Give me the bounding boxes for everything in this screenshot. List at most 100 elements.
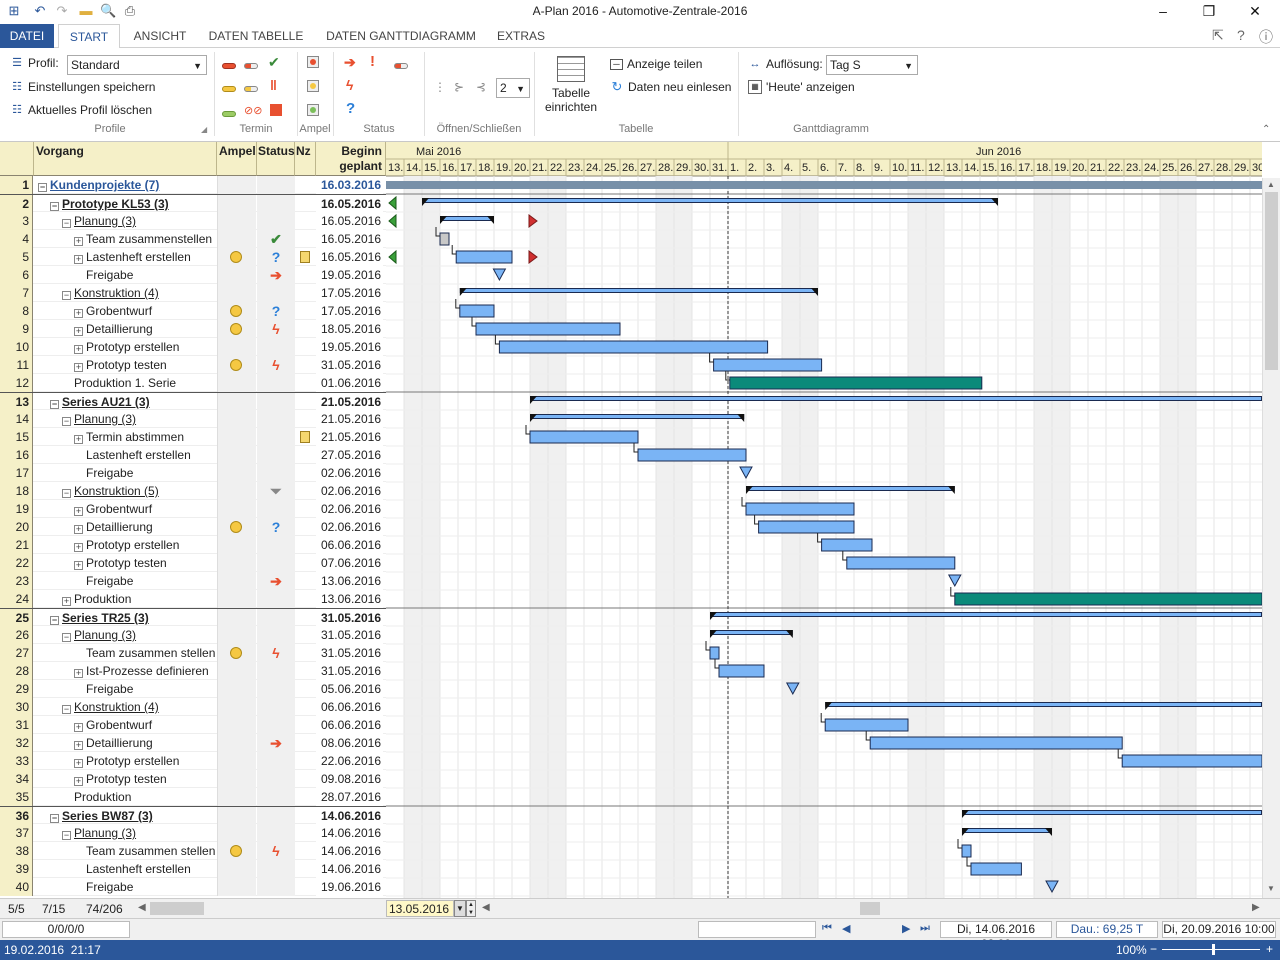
ampel-cell[interactable] [217, 554, 256, 572]
beginn-date[interactable]: 05.06.2016 [316, 680, 383, 698]
date-spinner-icon[interactable]: ▲ ▼ [466, 900, 476, 917]
termin-green-button[interactable] [222, 106, 236, 120]
table-row[interactable]: 16 Lastenheft erstellen 27.05.2016 [0, 446, 386, 464]
collapse-icon[interactable]: − [62, 704, 71, 714]
ampel-cell[interactable] [217, 788, 256, 806]
ampel-cell[interactable] [217, 266, 256, 284]
beginn-date[interactable]: 02.06.2016 [316, 464, 383, 482]
scroll-down-icon[interactable]: ▼ [1267, 884, 1275, 893]
row-number[interactable]: 25 [0, 609, 33, 627]
table-row[interactable]: 29 Freigabe 05.06.2016 [0, 680, 386, 698]
task-bar[interactable] [821, 538, 873, 552]
table-row[interactable]: 37− Planung (3) 14.06.2016 [0, 824, 386, 842]
note-cell[interactable] [295, 320, 315, 338]
note-cell[interactable] [295, 176, 315, 194]
status-cell[interactable]: ✔ [257, 230, 295, 248]
zoom-out-icon[interactable]: − [1150, 942, 1158, 956]
status-cell[interactable]: ϟ [257, 320, 295, 338]
row-number[interactable]: 20 [0, 518, 33, 536]
beginn-date[interactable]: 17.05.2016 [316, 302, 383, 320]
beginn-date[interactable]: 02.06.2016 [316, 518, 383, 536]
task-name-cell[interactable]: − Planung (3) [34, 212, 216, 230]
ampel-cell[interactable] [217, 284, 256, 302]
row-number[interactable]: 1 [0, 176, 33, 194]
daten-neu-button[interactable]: ↻ Daten neu einlesen [610, 80, 732, 95]
ampel-cell[interactable] [217, 752, 256, 770]
collapse-icon[interactable]: − [62, 218, 71, 228]
task-bar[interactable] [709, 646, 720, 660]
table-row[interactable]: 5 + Lastenheft erstellen? 16.05.2016 [0, 248, 386, 266]
row-number[interactable]: 24 [0, 590, 33, 608]
beginn-date[interactable]: 06.06.2016 [316, 536, 383, 554]
row-number[interactable]: 19 [0, 500, 33, 518]
next-icon[interactable]: ▶ [902, 923, 911, 935]
row-number[interactable]: 37 [0, 824, 33, 842]
beginn-date[interactable]: 02.06.2016 [316, 482, 383, 500]
help-icon[interactable]: ? [1237, 27, 1245, 43]
status-cell[interactable] [257, 770, 295, 788]
collapse-icon[interactable]: − [62, 416, 71, 426]
note-cell[interactable] [295, 842, 315, 860]
level-combo[interactable]: 2 ▼ [496, 78, 530, 98]
task-name-cell[interactable]: + Detaillierung [34, 320, 216, 338]
task-name-cell[interactable]: + Ist-Prozesse definieren [34, 662, 216, 680]
status-cell[interactable] [257, 824, 295, 842]
status-cell[interactable] [257, 716, 295, 734]
scroll-thumb[interactable] [1265, 192, 1278, 370]
expand-level-3-icon[interactable]: ⊰ [476, 80, 487, 94]
task-bar[interactable] [637, 448, 747, 462]
close-button[interactable]: ✕ [1249, 3, 1261, 19]
beginn-date[interactable]: 14.06.2016 [316, 842, 383, 860]
note-cell[interactable] [295, 878, 315, 896]
beginn-date[interactable]: 21.05.2016 [316, 393, 383, 411]
status-cell[interactable] [257, 860, 295, 878]
termin-yellow-button[interactable] [222, 81, 236, 95]
column-header-vorgang[interactable]: Vorgang [34, 142, 217, 176]
beginn-date[interactable]: 13.06.2016 [316, 572, 383, 590]
task-name-cell[interactable]: + Prototyp testen [34, 770, 216, 788]
task-bar[interactable] [713, 358, 823, 372]
task-bar[interactable] [745, 502, 855, 516]
task-name-cell[interactable]: Team zusammen stellen [34, 842, 216, 860]
row-number[interactable]: 22 [0, 554, 33, 572]
ampel-cell[interactable] [217, 393, 256, 411]
date-picker-icon[interactable]: ▼ [454, 900, 466, 917]
ampel-cell[interactable] [217, 609, 256, 627]
row-number[interactable]: 40 [0, 878, 33, 896]
task-name-cell[interactable]: Team zusammen stellen [34, 644, 216, 662]
note-cell[interactable] [295, 518, 315, 536]
tab-start[interactable]: START [58, 24, 120, 49]
note-cell[interactable] [295, 716, 315, 734]
expand-icon[interactable]: + [74, 542, 83, 552]
status-cell[interactable] [257, 500, 295, 518]
task-name-cell[interactable]: Produktion [34, 788, 216, 806]
bolt-icon[interactable]: ϟ [346, 77, 354, 93]
ampel-cell[interactable] [217, 302, 256, 320]
task-name-cell[interactable]: Produktion 1. Serie [34, 374, 216, 392]
task-name-cell[interactable]: + Prototyp erstellen [34, 752, 216, 770]
ampel-cell[interactable] [217, 807, 256, 825]
first-page-icon[interactable]: ⏮ [822, 922, 832, 934]
table-row[interactable]: 25− Series TR25 (3) 31.05.2016 [0, 608, 386, 627]
beginn-date[interactable]: 08.06.2016 [316, 734, 383, 752]
info-icon[interactable]: ⓘ [1259, 29, 1273, 45]
note-cell[interactable] [295, 284, 315, 302]
status-cell[interactable] [257, 338, 295, 356]
task-name-cell[interactable]: Lastenheft erstellen [34, 446, 216, 464]
expand-icon[interactable]: + [74, 308, 83, 318]
beginn-date[interactable]: 21.05.2016 [316, 428, 383, 446]
task-name-cell[interactable]: + Grobentwurf [34, 500, 216, 518]
row-number[interactable]: 10 [0, 338, 33, 356]
expand-icon[interactable]: + [74, 344, 83, 354]
note-cell[interactable] [295, 212, 315, 230]
status-cell[interactable] [257, 878, 295, 896]
row-number[interactable]: 32 [0, 734, 33, 752]
task-bar[interactable] [718, 664, 765, 678]
beginn-date[interactable]: 31.05.2016 [316, 609, 383, 627]
beginn-date[interactable]: 19.05.2016 [316, 338, 383, 356]
termin-red-button[interactable] [222, 58, 236, 72]
status-cell[interactable] [257, 428, 295, 446]
aufloesung-combo[interactable]: Tag S ▼ [826, 55, 918, 75]
task-bar[interactable] [961, 844, 972, 858]
table-row[interactable]: 12 Produktion 1. Serie 01.06.2016 [0, 374, 386, 392]
